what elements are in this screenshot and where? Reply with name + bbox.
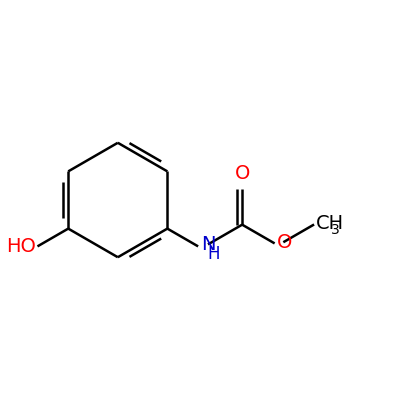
Text: H: H	[208, 245, 220, 263]
Text: N: N	[201, 235, 216, 254]
Text: O: O	[234, 164, 250, 183]
Text: 3: 3	[331, 223, 340, 237]
Text: HO: HO	[6, 237, 36, 256]
Text: CH: CH	[316, 214, 344, 233]
Text: O: O	[277, 233, 292, 252]
